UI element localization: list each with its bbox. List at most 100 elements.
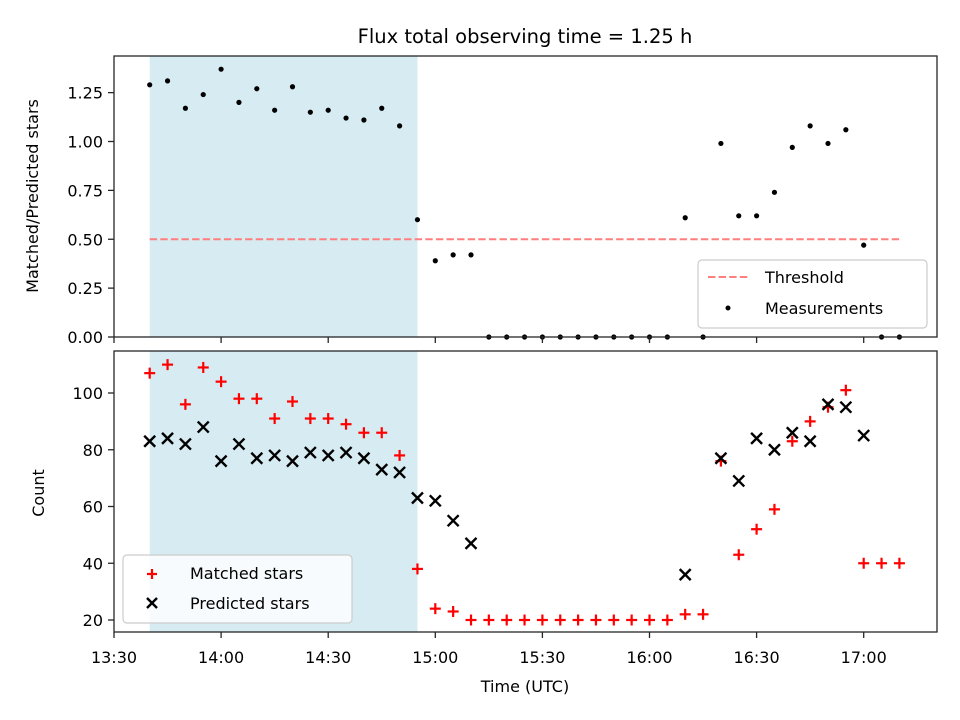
predicted-star-point <box>428 494 442 508</box>
y-tick-label: 0.50 <box>67 230 103 249</box>
top-y-axis-label: Matched/Predicted stars <box>23 99 42 293</box>
x-tick-label: 14:00 <box>198 648 244 667</box>
matched-star-point <box>644 614 655 626</box>
top-axes-frame <box>113 55 938 338</box>
y-tick-label: 1.25 <box>67 84 103 103</box>
y-tick-label: 0.00 <box>67 328 103 347</box>
matched-star-point <box>358 427 370 439</box>
predicted-star-point <box>857 429 871 442</box>
top-axes: 0.00 0.25 0.50 0.75 1.00 1.25 Flux total obse… <box>23 25 938 347</box>
measurement-point <box>272 107 278 113</box>
matched-star-point <box>304 413 316 425</box>
measurement-point <box>432 258 438 264</box>
measurement-points <box>147 66 903 340</box>
measurement-point <box>807 123 813 129</box>
predicted-star-point <box>839 400 853 414</box>
measurement-point <box>825 140 831 147</box>
matched-star-point <box>483 614 495 626</box>
matched-star-point <box>536 614 548 626</box>
y-tick-label: 60 <box>83 498 103 517</box>
predicted-legend-label: Predicted stars <box>190 594 310 613</box>
predicted-star-point <box>321 449 335 462</box>
matched-star-point <box>322 413 334 425</box>
predicted-star-point <box>268 449 281 462</box>
predicted-star-point <box>768 443 781 457</box>
matched-star-point <box>162 359 174 371</box>
top-legend: Threshold Measurements <box>697 259 928 329</box>
predicted-star-point <box>304 446 317 459</box>
measurement-point <box>843 127 849 133</box>
predicted-star-point <box>732 474 746 488</box>
predicted-star-point <box>143 434 157 448</box>
measurement-point <box>718 140 724 147</box>
y-tick-label: 80 <box>83 441 103 460</box>
predicted-star-point <box>678 568 692 581</box>
bottom-y-ticks: 20 40 60 80 100 <box>72 384 114 630</box>
predicted-star-point <box>196 420 210 434</box>
matched-star-point <box>554 614 566 626</box>
measurement-point <box>736 213 742 219</box>
matched-star-point <box>269 413 281 425</box>
measurement-point <box>789 144 795 150</box>
y-tick-label: 1.00 <box>67 133 103 152</box>
matched-star-point <box>661 614 673 626</box>
matched-star-point <box>233 393 245 405</box>
measurement-point <box>343 115 349 121</box>
predicted-star-point <box>214 454 228 468</box>
matched-star-point <box>751 523 763 535</box>
measurement-point <box>397 123 403 129</box>
x-tick-label: 17:00 <box>841 648 887 667</box>
top-shaded-region <box>149 56 418 337</box>
x-tick-label: 13:30 <box>91 648 137 667</box>
matched-legend-swatch <box>147 569 157 579</box>
matched-star-point <box>179 398 191 410</box>
measurements-legend-label: Measurements <box>765 299 883 318</box>
matched-star-point <box>519 614 531 626</box>
y-tick-label: 100 <box>72 384 103 403</box>
measurement-point <box>361 117 367 123</box>
measurement-point <box>771 189 778 195</box>
matched-star-point <box>733 549 745 561</box>
predicted-star-point <box>803 434 817 448</box>
measurement-point <box>682 215 688 221</box>
top-x-ticks <box>113 337 865 343</box>
chart-title: Flux total observing time = 1.25 h <box>358 25 693 48</box>
measurement-point <box>182 105 188 111</box>
predicted-star-point <box>375 463 389 476</box>
bottom-y-axis-label: Count <box>29 469 48 517</box>
predicted-star-point <box>714 451 728 465</box>
predicted-star-point <box>411 491 424 505</box>
matched-star-point <box>251 393 263 405</box>
matched-star-point <box>679 608 691 620</box>
x-tick-label: 14:30 <box>305 648 351 667</box>
predicted-star-point <box>750 432 763 445</box>
measurement-point <box>307 109 313 115</box>
predicted-star-point <box>339 446 353 459</box>
x-tick-label: 15:30 <box>519 648 565 667</box>
predicted-stars-points <box>143 398 871 581</box>
matched-star-point <box>429 603 441 615</box>
matched-legend-label: Matched stars <box>190 564 303 583</box>
bottom-axes: 20 40 60 80 100 13:30 14:00 14:30 15:00 15:30 16:… <box>29 350 938 696</box>
predicted-star-point <box>393 466 406 479</box>
matched-star-point <box>804 415 816 427</box>
x-tick-label: 16:30 <box>734 648 780 667</box>
matched-star-point <box>590 614 602 626</box>
measurement-point <box>289 84 296 90</box>
top-y-ticks: 0.00 0.25 0.50 0.75 1.00 1.25 <box>67 84 114 347</box>
predicted-star-point <box>250 451 264 465</box>
top-legend-frame <box>697 259 928 329</box>
predicted-star-point <box>464 537 478 550</box>
matched-star-point <box>287 396 298 408</box>
matched-star-point <box>376 427 388 439</box>
y-tick-label: 0.75 <box>67 181 103 200</box>
matched-star-point <box>501 614 513 626</box>
matched-star-point <box>697 608 709 620</box>
x-axis-label: Time (UTC) <box>480 677 569 696</box>
measurement-point <box>379 105 385 111</box>
matched-star-point <box>447 605 459 617</box>
measurement-point <box>200 91 206 98</box>
measurement-point <box>414 217 421 223</box>
matched-star-point <box>608 614 620 626</box>
matched-star-point <box>572 614 584 626</box>
